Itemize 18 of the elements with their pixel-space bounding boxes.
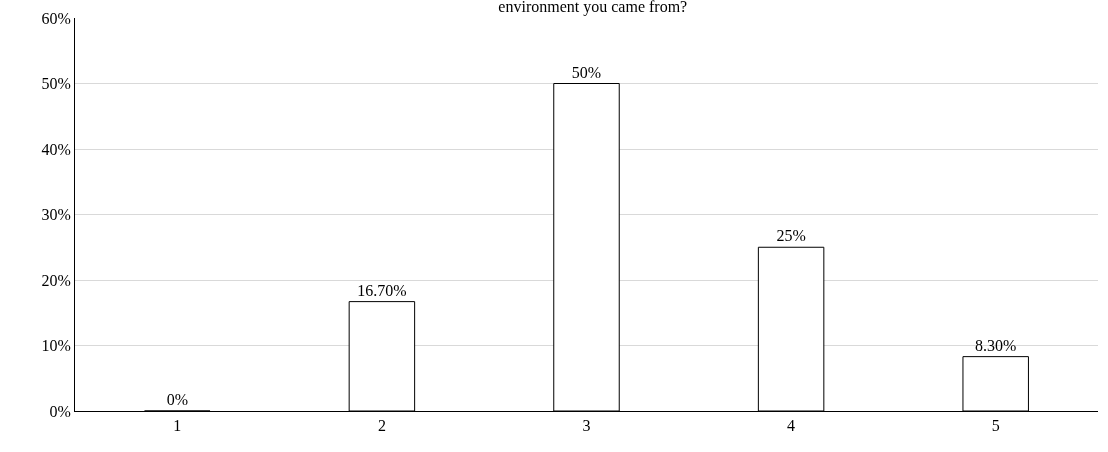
y-tick-label: 30% — [41, 206, 71, 224]
chart-title: environment you came from? — [498, 0, 688, 17]
y-tick-label: 40% — [41, 140, 71, 158]
y-tick-label: 50% — [41, 75, 71, 93]
y-tick-label: 20% — [41, 271, 71, 289]
data-label: 25% — [776, 227, 806, 245]
y-tick-label: 10% — [41, 337, 71, 355]
y-tick-label: 60% — [41, 9, 71, 27]
x-tick-label: 5 — [991, 417, 1000, 435]
data-label: 50% — [571, 63, 602, 81]
x-tick-label: 2 — [377, 417, 386, 435]
x-tick-label: 1 — [173, 417, 182, 435]
x-tick-label: 4 — [787, 417, 796, 435]
data-label: 0% — [166, 391, 188, 408]
data-label: 16.70% — [357, 281, 407, 299]
x-tick-label: 3 — [582, 417, 591, 435]
y-tick-label: 0% — [49, 402, 71, 420]
data-label: 8.30% — [975, 336, 1017, 354]
